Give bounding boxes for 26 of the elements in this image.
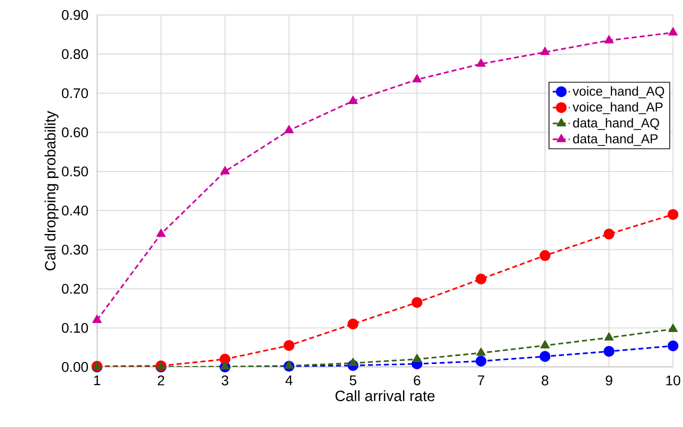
y-tick-label: 0.10 <box>62 322 88 333</box>
legend-label: data_hand_AQ <box>573 118 660 130</box>
y-tick-label: 0.00 <box>62 362 88 372</box>
x-tick-label: 9 <box>606 375 612 386</box>
x-tick-label: 6 <box>414 375 420 386</box>
y-tick-label: 0.80 <box>62 49 88 60</box>
x-tick-label: 10 <box>666 375 680 386</box>
y-axis-title: Call dropping probability <box>44 110 58 270</box>
x-tick-label: 5 <box>350 376 356 386</box>
legend-label: voice_hand_AQ <box>572 86 664 98</box>
x-tick-label: 3 <box>222 375 228 386</box>
x-tick-label: 4 <box>285 376 292 386</box>
y-tick-label: 0.90 <box>62 10 88 20</box>
x-tick-label: 8 <box>542 375 548 386</box>
y-tick-label: 0.70 <box>62 88 88 98</box>
y-tick-label: 0.20 <box>62 284 88 294</box>
y-tick-label: 0.60 <box>62 127 88 138</box>
x-tick-label: 2 <box>158 375 164 386</box>
x-tick-label: 7 <box>478 376 484 386</box>
legend-label: data_hand_AP <box>573 134 658 146</box>
y-tick-label: 0.50 <box>62 166 88 176</box>
x-tick-label: 1 <box>94 376 100 386</box>
y-tick-label: 0.30 <box>62 244 88 255</box>
x-axis-title: Call arrival rate <box>336 390 435 402</box>
legend-label: voice_hand_AP <box>572 102 663 114</box>
y-tick-label: 0.40 <box>62 206 88 216</box>
